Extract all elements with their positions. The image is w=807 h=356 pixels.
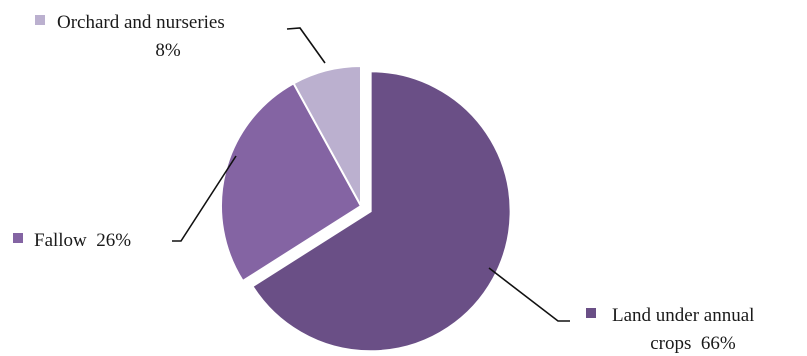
legend-marker-fallow [13, 233, 23, 243]
leader-line-fallow [172, 155, 237, 242]
leader-line-annual [488, 267, 570, 322]
legend-marker-orchard [35, 15, 45, 25]
label-fallow-line-1: Fallow 26% [34, 230, 131, 251]
label-annual-crops-line-1: Land under annual [612, 305, 754, 326]
label-orchard-line-1: Orchard and nurseries [57, 12, 225, 33]
label-annual-crops: Land under annual crops 66% [586, 305, 754, 354]
leader-line-orchard [286, 27, 326, 64]
label-orchard: Orchard and nurseries 8% [35, 12, 225, 61]
slice-annual-crops [251, 70, 512, 353]
legend-marker-annual-crops [586, 308, 596, 318]
label-annual-crops-line-2: crops 66% [650, 333, 736, 354]
leader-lines [172, 27, 570, 322]
slice-orchard [292, 64, 362, 207]
label-orchard-line-2: 8% [155, 40, 181, 61]
label-fallow: Fallow 26% [13, 230, 131, 251]
pie-slices [220, 64, 512, 353]
